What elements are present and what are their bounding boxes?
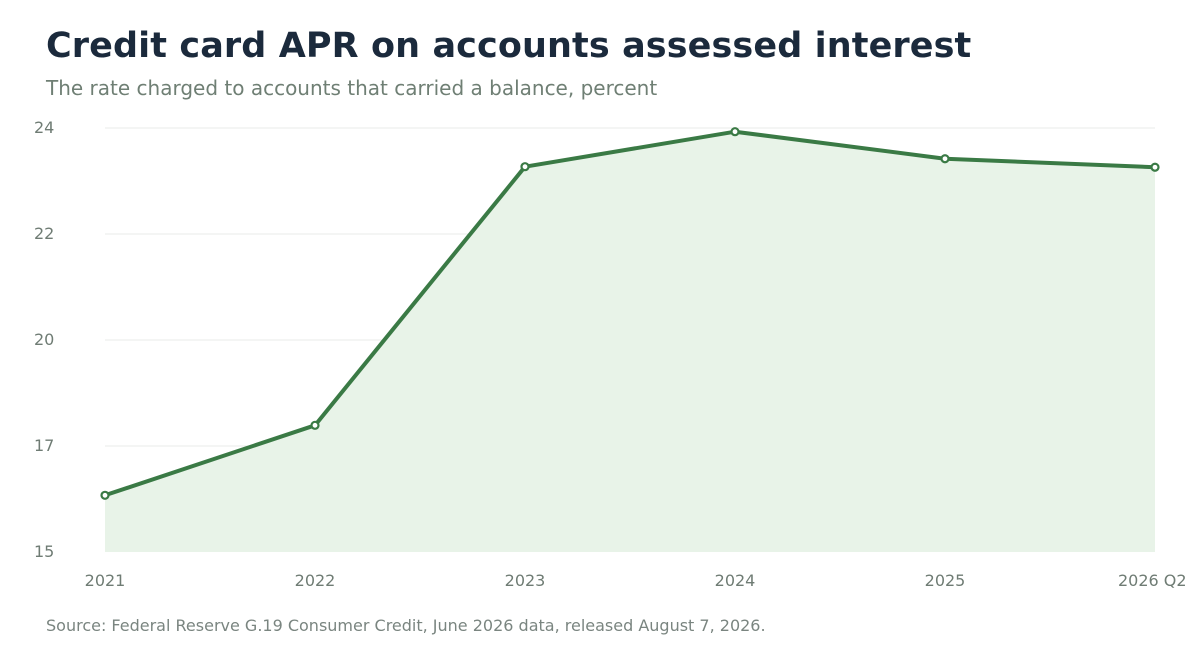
x-tick-label: 2021 [85,571,126,590]
line-layer [103,129,1157,498]
chart-title: Credit card APR on accounts assessed int… [46,26,972,66]
x-tick-label: 2025 [925,571,966,590]
y-tick-label: 20 [34,330,54,349]
x-tick-label: 2024 [715,571,756,590]
chart-subtitle: The rate charged to accounts that carrie… [46,76,658,100]
y-axis-ticks: 15 17 20 22 24 [34,118,54,561]
series-area-fill [105,131,1155,552]
source-note: Source: Federal Reserve G.19 Consumer Cr… [46,616,766,635]
data-point-marker [100,490,110,500]
x-tick-label: 2023 [505,571,546,590]
data-point-marker [730,127,740,137]
series-line [103,129,1157,498]
marker-layer [100,127,1160,500]
y-tick-label: 17 [34,436,54,455]
x-tick-label: 2022 [295,571,336,590]
data-point-marker [520,162,530,172]
data-point-marker [1150,162,1160,172]
data-point-marker [310,420,320,430]
x-axis-ticks: 2021 2022 2023 2024 2025 2026 Q2 [85,571,1187,590]
area-layer [105,131,1155,552]
y-tick-label: 22 [34,224,54,243]
y-tick-label: 24 [34,118,54,137]
data-point-marker [940,154,950,164]
y-tick-label: 15 [34,542,54,561]
x-tick-label: 2026 Q2 [1118,571,1187,590]
